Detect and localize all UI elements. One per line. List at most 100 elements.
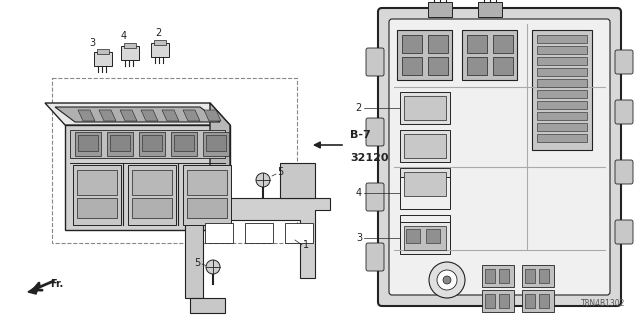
- Bar: [539, 269, 549, 283]
- Bar: [171, 132, 197, 156]
- Bar: [539, 294, 549, 308]
- Bar: [400, 177, 450, 209]
- Bar: [467, 35, 487, 53]
- Bar: [206, 135, 226, 151]
- Bar: [467, 57, 487, 75]
- Bar: [97, 49, 109, 54]
- Bar: [78, 135, 98, 151]
- Bar: [400, 222, 450, 254]
- Text: 5: 5: [194, 258, 200, 268]
- Bar: [397, 30, 452, 80]
- Polygon shape: [185, 198, 330, 278]
- Bar: [132, 198, 172, 218]
- Text: B-7: B-7: [350, 130, 371, 140]
- Bar: [187, 170, 227, 195]
- Bar: [525, 294, 535, 308]
- Bar: [485, 294, 495, 308]
- Bar: [94, 52, 112, 66]
- Polygon shape: [185, 198, 203, 298]
- FancyBboxPatch shape: [366, 48, 384, 76]
- Polygon shape: [120, 110, 137, 121]
- Bar: [121, 46, 139, 60]
- FancyBboxPatch shape: [615, 160, 633, 184]
- Text: 4: 4: [356, 188, 362, 198]
- Bar: [402, 57, 422, 75]
- Text: 32120: 32120: [350, 153, 388, 163]
- Polygon shape: [78, 110, 95, 121]
- Polygon shape: [280, 163, 315, 198]
- Polygon shape: [183, 110, 200, 121]
- Bar: [128, 165, 176, 225]
- Bar: [532, 30, 592, 150]
- Bar: [154, 40, 166, 45]
- Bar: [404, 226, 446, 250]
- Bar: [537, 68, 587, 76]
- Bar: [406, 229, 420, 243]
- Polygon shape: [99, 110, 116, 121]
- Bar: [77, 170, 117, 195]
- Bar: [462, 30, 517, 80]
- Bar: [400, 92, 450, 124]
- Polygon shape: [45, 103, 230, 125]
- Bar: [428, 35, 448, 53]
- Bar: [107, 132, 133, 156]
- Text: 2: 2: [356, 103, 362, 113]
- Bar: [187, 198, 227, 218]
- Circle shape: [256, 173, 270, 187]
- Bar: [124, 43, 136, 48]
- Text: Fr.: Fr.: [50, 279, 63, 289]
- Bar: [75, 132, 101, 156]
- Circle shape: [206, 260, 220, 274]
- FancyBboxPatch shape: [615, 100, 633, 124]
- Polygon shape: [204, 110, 221, 121]
- Bar: [537, 123, 587, 131]
- FancyBboxPatch shape: [366, 183, 384, 211]
- FancyBboxPatch shape: [378, 8, 621, 306]
- Bar: [537, 79, 587, 87]
- Bar: [428, 57, 448, 75]
- Bar: [400, 215, 450, 247]
- Bar: [77, 198, 117, 218]
- Bar: [493, 57, 513, 75]
- Polygon shape: [28, 284, 40, 294]
- Bar: [499, 294, 509, 308]
- Text: 3: 3: [89, 38, 95, 48]
- Polygon shape: [141, 110, 158, 121]
- FancyBboxPatch shape: [366, 118, 384, 146]
- Bar: [183, 165, 231, 225]
- Bar: [499, 269, 509, 283]
- Bar: [285, 223, 313, 243]
- Text: 4: 4: [121, 31, 127, 41]
- Bar: [402, 35, 422, 53]
- Bar: [522, 265, 554, 287]
- Polygon shape: [55, 107, 220, 122]
- Circle shape: [443, 276, 451, 284]
- Bar: [482, 265, 514, 287]
- Bar: [426, 229, 440, 243]
- Bar: [522, 290, 554, 312]
- Text: T8N4B1302: T8N4B1302: [580, 299, 625, 308]
- Bar: [525, 269, 535, 283]
- Text: 1: 1: [303, 240, 309, 250]
- Polygon shape: [65, 125, 230, 230]
- Bar: [174, 135, 194, 151]
- Bar: [493, 35, 513, 53]
- Bar: [203, 132, 229, 156]
- Bar: [404, 172, 446, 196]
- Bar: [400, 130, 450, 162]
- Bar: [537, 57, 587, 65]
- FancyBboxPatch shape: [389, 19, 610, 295]
- FancyBboxPatch shape: [615, 220, 633, 244]
- Bar: [70, 130, 225, 158]
- Bar: [404, 96, 446, 120]
- Bar: [151, 43, 169, 57]
- Bar: [404, 134, 446, 158]
- Bar: [537, 134, 587, 142]
- Bar: [139, 132, 165, 156]
- Bar: [132, 170, 172, 195]
- Polygon shape: [190, 298, 225, 313]
- Bar: [537, 46, 587, 54]
- Bar: [428, 2, 452, 17]
- Bar: [73, 165, 121, 225]
- Text: 2: 2: [155, 28, 161, 38]
